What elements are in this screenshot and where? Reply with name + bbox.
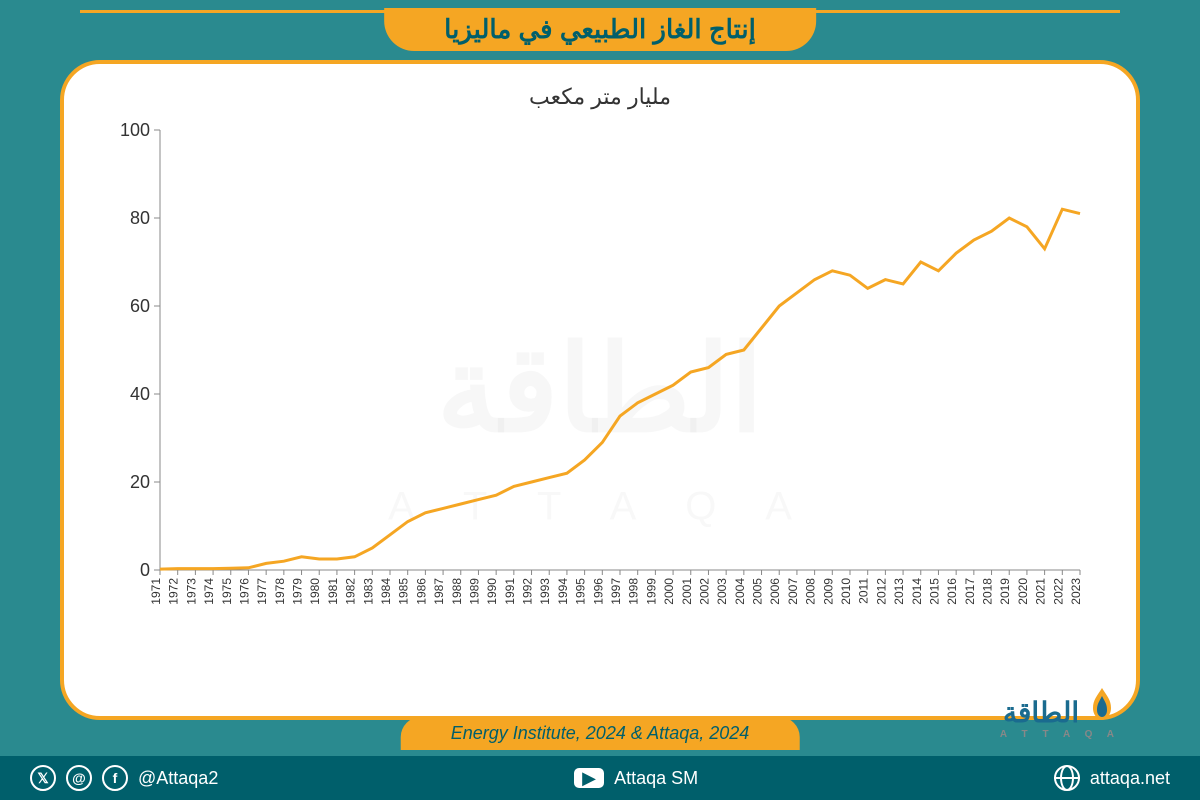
svg-text:2018: 2018 (981, 578, 995, 605)
chart-plot-area: 0 20 40 60 80 100 1971 19721973 1974 19751976 1977… (94, 120, 1106, 640)
svg-text:2003: 2003 (715, 578, 729, 605)
x-twitter-icon: 𝕏 (30, 765, 56, 791)
svg-text:2012: 2012 (874, 578, 888, 605)
source-banner: Energy Institute, 2024 & Attaqa, 2024 (401, 717, 800, 750)
chart-card: مليار متر مكعب الطاقة A T T A Q A 020406… (60, 60, 1140, 720)
footer-social-left: 𝕏 @ f @Attaqa2 (30, 765, 218, 791)
header-title-text: إنتاج الغاز الطبيعي في ماليزيا (444, 14, 756, 44)
svg-text:1971: 1971 (149, 578, 163, 605)
source-text: Energy Institute, 2024 & Attaqa, 2024 (451, 723, 750, 743)
svg-text:2020: 2020 (1016, 578, 1030, 605)
svg-text:2023: 2023 (1069, 578, 1083, 605)
chart-subtitle: مليار متر مكعب (94, 84, 1106, 110)
globe-icon (1054, 765, 1080, 791)
svg-text:2019: 2019 (998, 578, 1012, 605)
svg-text:100: 100 (120, 120, 150, 140)
svg-text:1976: 1976 (237, 578, 251, 605)
svg-text:2001: 2001 (680, 578, 694, 605)
svg-text:1987: 1987 (432, 578, 446, 605)
website-url: attaqa.net (1090, 768, 1170, 789)
line-chart-svg: 0 20 40 60 80 100 1971 19721973 1974 19751976 1977… (94, 120, 1106, 640)
svg-text:2004: 2004 (733, 578, 747, 605)
logo-english-text: A T T A Q A (1000, 729, 1120, 740)
footer-bar: 𝕏 @ f @Attaqa2 ▶ Attaqa SM attaqa.net (0, 756, 1200, 800)
svg-text:1983: 1983 (361, 578, 375, 605)
svg-text:1979: 1979 (291, 578, 305, 605)
svg-text:40: 40 (130, 384, 150, 404)
svg-text:1997: 1997 (609, 578, 623, 605)
svg-text:2015: 2015 (927, 578, 941, 605)
svg-text:1986: 1986 (414, 578, 428, 605)
svg-text:1996: 1996 (591, 578, 605, 605)
svg-text:1998: 1998 (627, 578, 641, 605)
svg-text:1974: 1974 (202, 578, 216, 605)
svg-text:2021: 2021 (1034, 578, 1048, 605)
svg-text:2014: 2014 (910, 578, 924, 605)
svg-text:2000: 2000 (662, 578, 676, 605)
svg-text:0: 0 (140, 560, 150, 580)
svg-text:60: 60 (130, 296, 150, 316)
svg-text:1999: 1999 (644, 578, 658, 605)
svg-text:1985: 1985 (397, 578, 411, 605)
svg-text:1982: 1982 (344, 578, 358, 605)
svg-text:1988: 1988 (450, 578, 464, 605)
svg-text:1995: 1995 (574, 578, 588, 605)
svg-text:1990: 1990 (485, 578, 499, 605)
svg-text:1994: 1994 (556, 578, 570, 605)
svg-text:2013: 2013 (892, 578, 906, 605)
svg-text:1981: 1981 (326, 578, 340, 605)
svg-text:1975: 1975 (220, 578, 234, 605)
svg-text:2022: 2022 (1051, 578, 1065, 605)
svg-text:80: 80 (130, 208, 150, 228)
svg-text:1978: 1978 (273, 578, 287, 605)
svg-text:2010: 2010 (839, 578, 853, 605)
twitter-handle: @Attaqa2 (138, 768, 218, 789)
svg-text:20: 20 (130, 472, 150, 492)
header-title-banner: إنتاج الغاز الطبيعي في ماليزيا (384, 8, 816, 51)
svg-text:2007: 2007 (786, 578, 800, 605)
svg-text:1991: 1991 (503, 578, 517, 605)
svg-text:1992: 1992 (521, 578, 535, 605)
threads-icon: @ (66, 765, 92, 791)
svg-text:2009: 2009 (821, 578, 835, 605)
svg-text:1977: 1977 (255, 578, 269, 605)
svg-text:1984: 1984 (379, 578, 393, 605)
youtube-handle: Attaqa SM (614, 768, 698, 789)
svg-text:1973: 1973 (184, 578, 198, 605)
svg-text:2006: 2006 (768, 578, 782, 605)
svg-text:2002: 2002 (697, 578, 711, 605)
svg-text:2008: 2008 (804, 578, 818, 605)
svg-text:1989: 1989 (467, 578, 481, 605)
svg-text:1972: 1972 (167, 578, 181, 605)
svg-text:2017: 2017 (963, 578, 977, 605)
youtube-icon: ▶ (574, 768, 604, 788)
svg-text:1993: 1993 (538, 578, 552, 605)
footer-social-center: ▶ Attaqa SM (574, 768, 698, 789)
footer-website: attaqa.net (1054, 765, 1170, 791)
logo-arabic-text: الطاقة (1003, 697, 1079, 728)
facebook-icon: f (102, 765, 128, 791)
svg-text:1980: 1980 (308, 578, 322, 605)
flame-icon (1087, 686, 1117, 722)
svg-text:2016: 2016 (945, 578, 959, 605)
svg-text:2005: 2005 (751, 578, 765, 605)
svg-text:2011: 2011 (857, 578, 871, 604)
brand-logo: الطاقة A T T A Q A (1000, 686, 1120, 740)
